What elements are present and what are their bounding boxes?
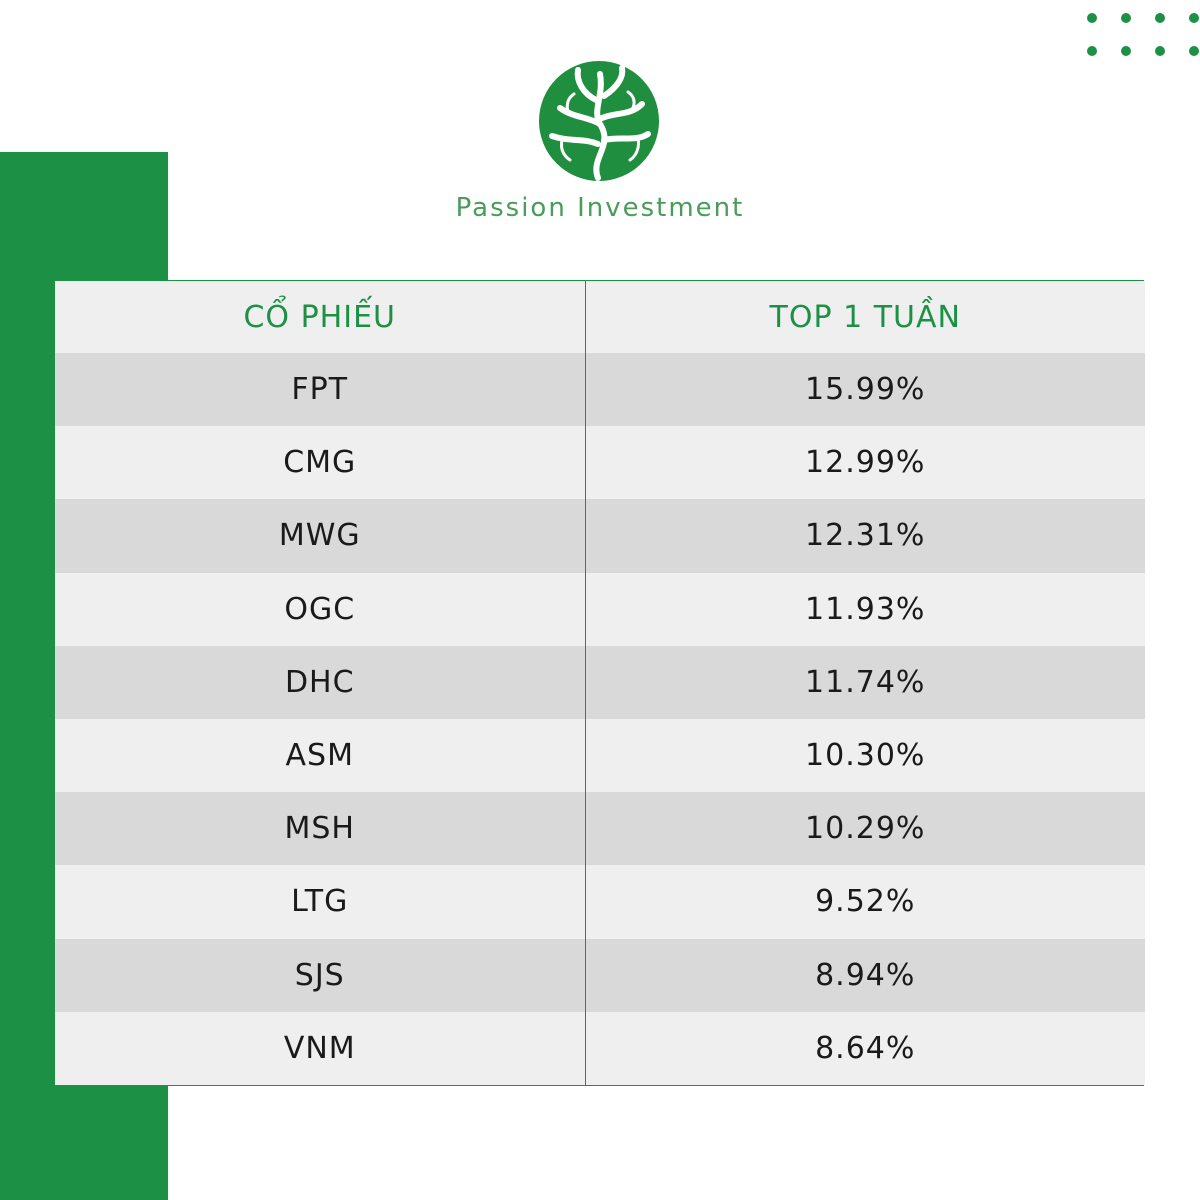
ticker-cell: CMG <box>55 426 586 500</box>
table-row: ASM 10.30% <box>55 718 1145 793</box>
ticker-cell: DHC <box>55 645 586 719</box>
ticker-cell: SJS <box>55 938 586 1012</box>
ticker-cell: LTG <box>55 865 586 939</box>
header-top-1-week: TOP 1 TUẦN <box>585 281 1145 353</box>
value-cell: 8.64% <box>585 1011 1145 1085</box>
tree-logo-icon <box>539 61 659 181</box>
value-cell: 12.31% <box>585 499 1145 573</box>
table-row: OGC 11.93% <box>55 572 1145 646</box>
dot <box>1189 46 1199 56</box>
ticker-cell: FPT <box>55 353 586 427</box>
value-cell: 9.52% <box>585 865 1145 939</box>
value-cell: 10.29% <box>585 792 1145 866</box>
dot <box>1087 13 1097 23</box>
dot <box>1121 13 1131 23</box>
table-row: VNM 8.64% <box>55 1011 1145 1085</box>
table-row: MWG 12.31% <box>55 499 1145 573</box>
dot <box>1189 13 1199 23</box>
table-row: DHC 11.74% <box>55 645 1145 719</box>
table-row: MSH 10.29% <box>55 792 1145 866</box>
header-stock: CỔ PHIẾU <box>55 281 586 353</box>
value-cell: 10.30% <box>585 718 1145 793</box>
value-cell: 11.74% <box>585 645 1145 719</box>
brand-name: Passion Investment <box>455 193 745 223</box>
ticker-cell: VNM <box>55 1011 586 1085</box>
value-cell: 12.99% <box>585 426 1145 500</box>
decorative-dots <box>1082 8 1200 60</box>
ticker-cell: MWG <box>55 499 586 573</box>
table-row: LTG 9.52% <box>55 865 1145 939</box>
table-row: FPT 15.99% <box>55 353 1145 427</box>
dot <box>1155 46 1165 56</box>
table-row: SJS 8.94% <box>55 938 1145 1012</box>
table-header-row: CỔ PHIẾU TOP 1 TUẦN <box>55 281 1145 353</box>
dot <box>1155 13 1165 23</box>
dot <box>1087 46 1097 56</box>
ticker-cell: MSH <box>55 792 586 866</box>
value-cell: 8.94% <box>585 938 1145 1012</box>
value-cell: 11.93% <box>585 572 1145 646</box>
table-row: CMG 12.99% <box>55 426 1145 500</box>
ticker-cell: ASM <box>55 718 586 793</box>
dot <box>1121 46 1131 56</box>
ticker-cell: OGC <box>55 572 586 646</box>
stock-table: CỔ PHIẾU TOP 1 TUẦN FPT 15.99% CMG 12.99… <box>54 280 1145 1086</box>
stock-table-grid: CỔ PHIẾU TOP 1 TUẦN FPT 15.99% CMG 12.99… <box>55 281 1145 1085</box>
value-cell: 15.99% <box>585 353 1145 427</box>
